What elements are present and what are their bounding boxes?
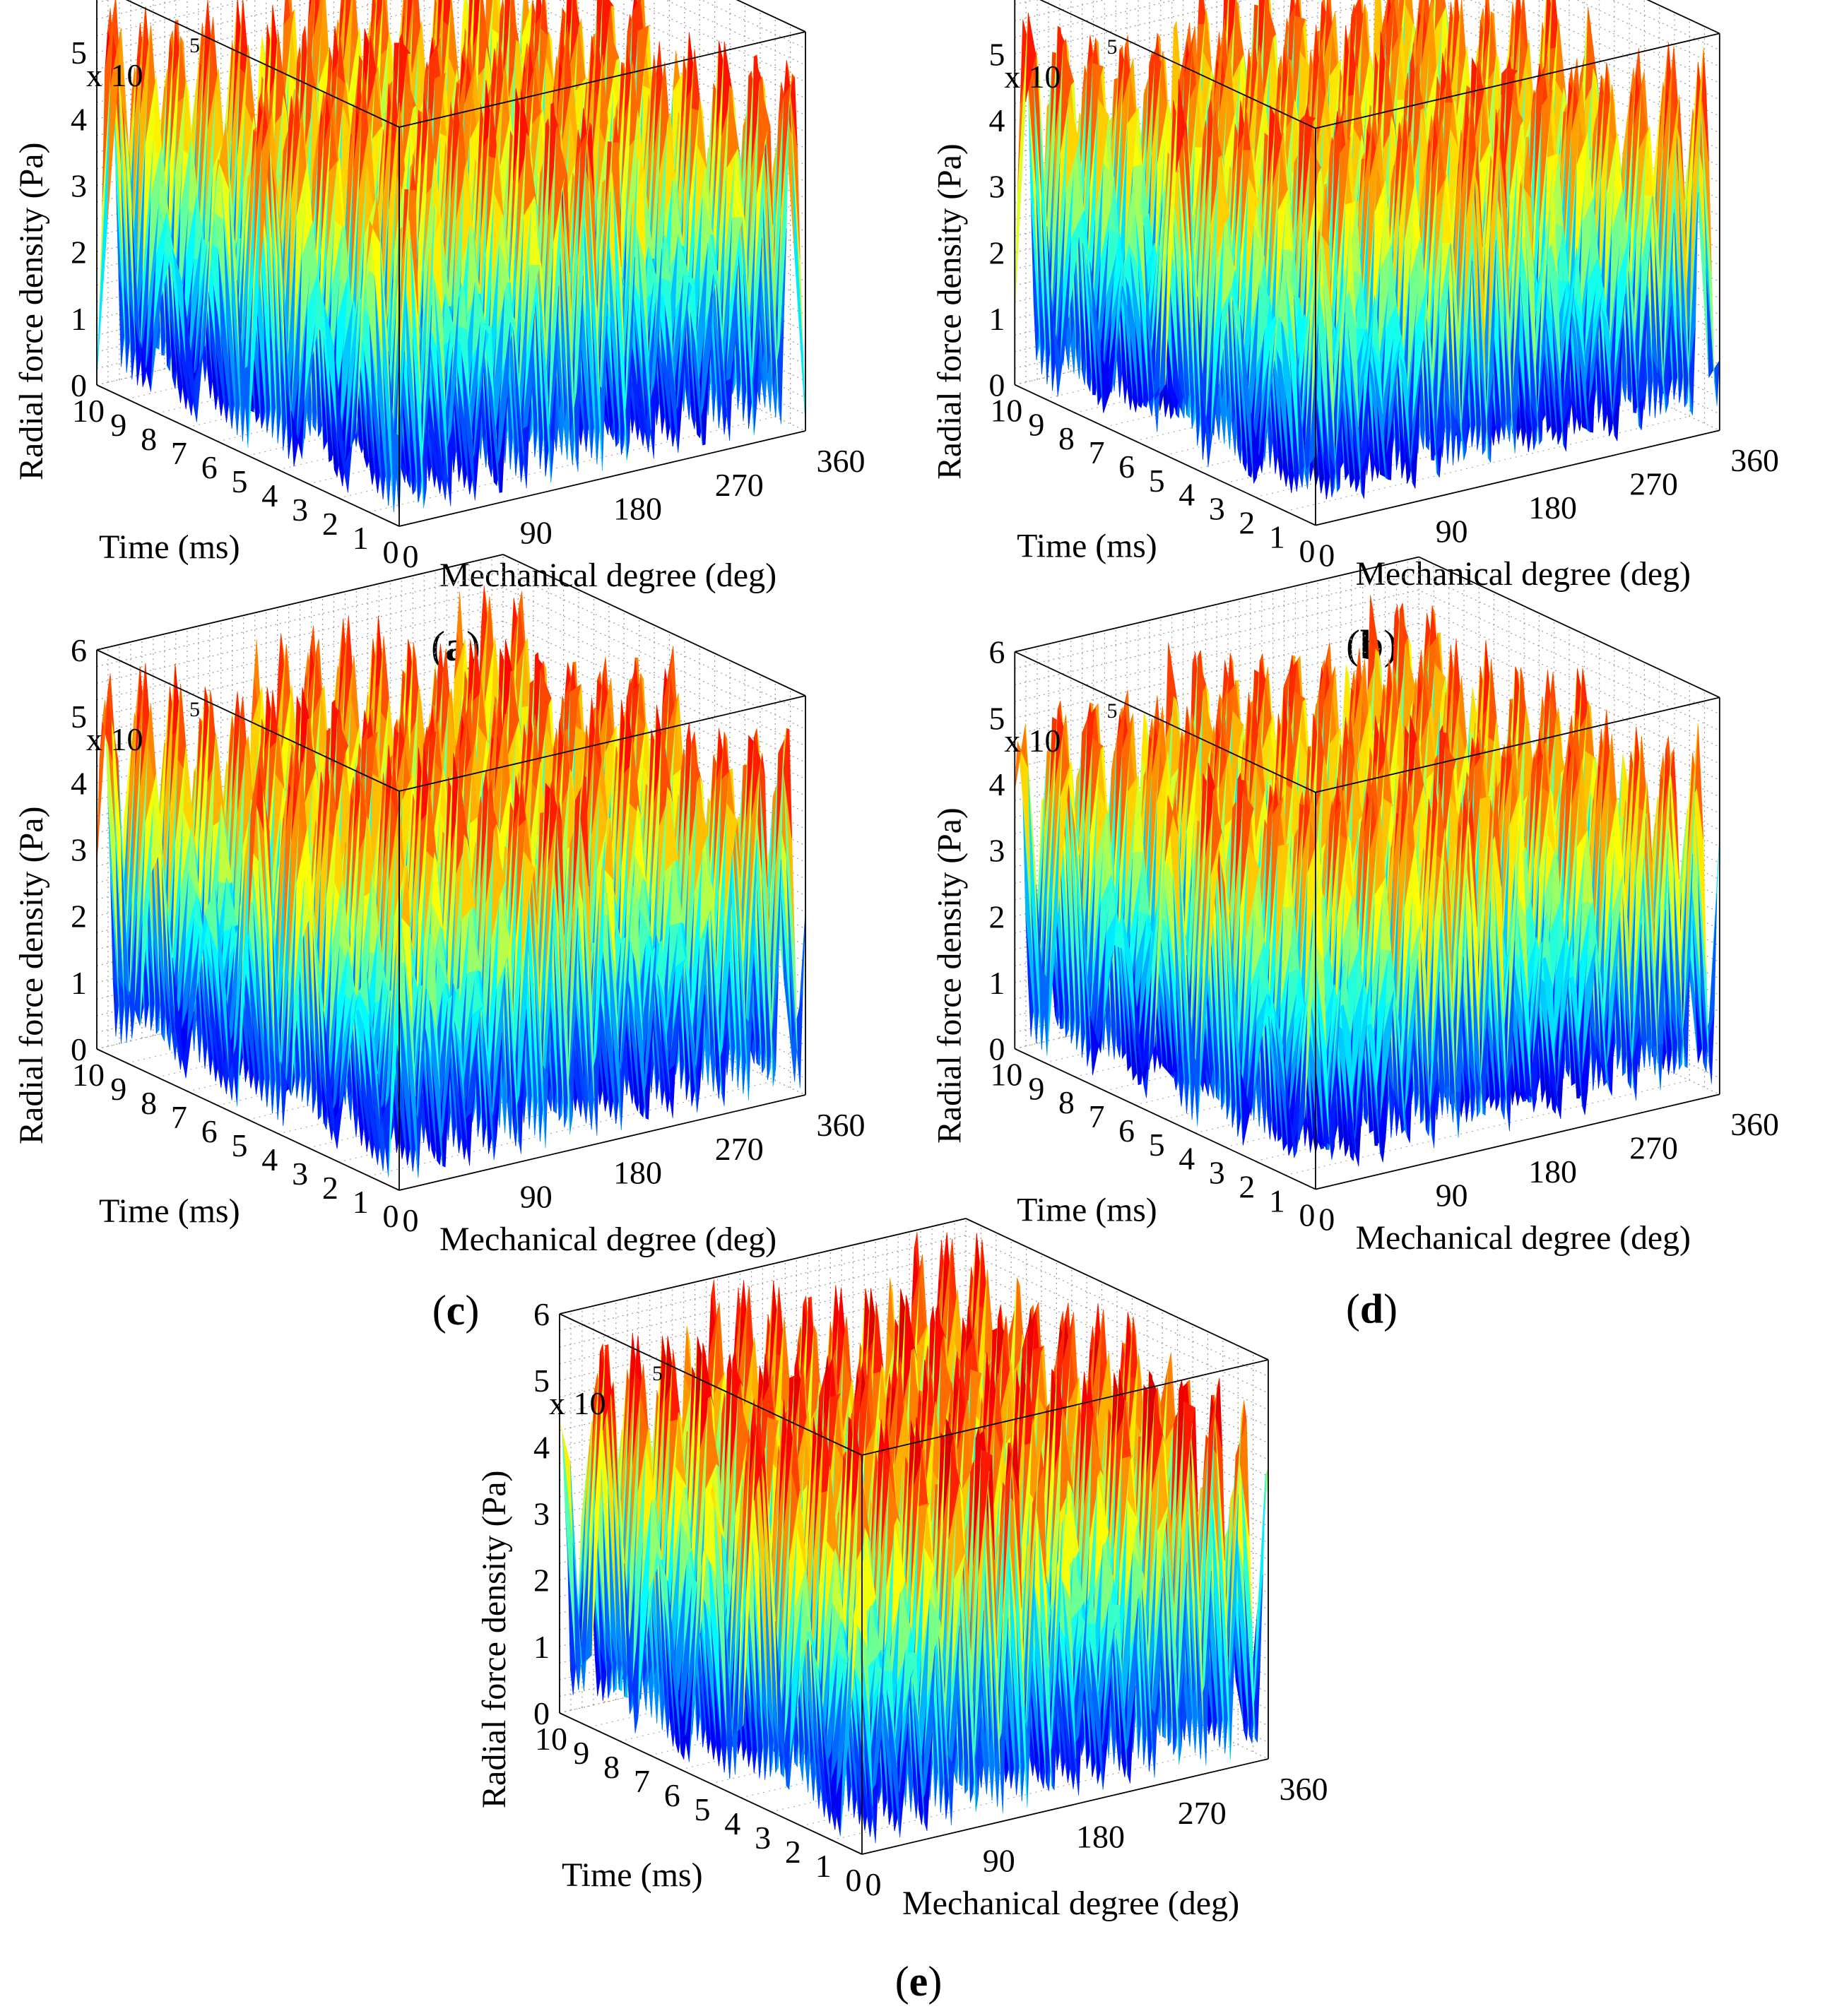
- box-edge: [398, 430, 806, 527]
- time-tick-label: 9: [110, 407, 126, 443]
- surface-mesh: [96, 0, 806, 518]
- time-tick-label: 2: [322, 506, 338, 542]
- grid-line: [96, 0, 806, 116]
- box-edge: [125, 0, 400, 128]
- axes-box: [96, 0, 806, 527]
- surface-facet: [388, 351, 403, 518]
- z-tick-label: 4: [71, 101, 87, 137]
- surface-facet: [96, 85, 111, 377]
- degree-tick-label: 90: [520, 514, 553, 550]
- grid-line: [1015, 0, 1720, 100]
- time-tick-label: 3: [292, 492, 308, 528]
- time-tick-label: 4: [261, 478, 278, 514]
- degree-tick-label: 270: [715, 467, 764, 503]
- box-edge: [736, 0, 806, 32]
- degree-tick-label: 180: [613, 491, 662, 527]
- grid-line: [96, 0, 806, 99]
- time-axis-label: Time (ms): [99, 528, 240, 566]
- z-multiplier: x 10: [86, 57, 143, 93]
- time-tick-label: 7: [171, 435, 187, 471]
- degree-axis-label: Mechanical degree (deg): [439, 557, 776, 594]
- z-exponent: 5: [189, 34, 200, 57]
- time-tick-label: 10: [72, 393, 105, 429]
- z-axis-label: Radial force density (Pa): [13, 143, 50, 481]
- time-tick-label: 8: [141, 421, 157, 457]
- grid-line: [1015, 0, 1720, 117]
- degree-tick-label: 0: [403, 538, 419, 574]
- box-edge: [96, 384, 400, 527]
- time-tick-label: 0: [383, 534, 399, 570]
- grid-line: [96, 0, 806, 83]
- surface-mesh: [1014, 0, 1720, 500]
- z-tick-label: 1: [71, 301, 87, 337]
- grid-line: [1015, 0, 1720, 84]
- box-edge: [398, 31, 806, 128]
- z-tick-label: 0: [71, 367, 87, 403]
- time-tick-label: 6: [201, 449, 218, 485]
- time-tick-label: 1: [353, 520, 369, 556]
- z-tick-label: 2: [71, 235, 87, 271]
- z-tick-label: 5: [71, 35, 87, 71]
- z-tick-label: 3: [71, 168, 87, 204]
- grid-line: [1015, 0, 1720, 134]
- time-tick-label: 5: [232, 463, 248, 499]
- z-tick-label: 6: [71, 0, 87, 4]
- degree-tick-label: 360: [817, 443, 866, 479]
